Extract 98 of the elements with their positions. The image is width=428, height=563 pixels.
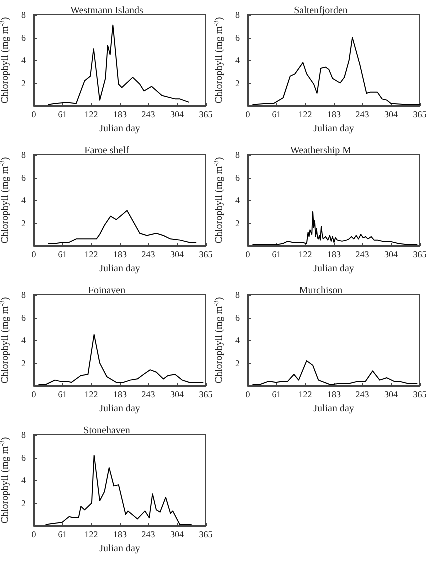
y-tick-label: 4 (22, 336, 26, 346)
x-axis-title: Julian day (100, 543, 140, 554)
y-tick-label: 2 (22, 78, 26, 88)
y-tick-label: 4 (22, 56, 26, 66)
x-tick-label: 61 (272, 250, 282, 260)
x-tick-label: 61 (272, 390, 282, 400)
x-tick-label: 183 (113, 250, 128, 260)
y-tick-label: 4 (236, 336, 240, 346)
x-tick-label: 243 (356, 110, 370, 120)
chart-title: Stonehaven (84, 426, 130, 436)
x-tick-label: 243 (142, 110, 156, 120)
x-tick-label: 304 (384, 110, 399, 120)
x-tick-label: 0 (32, 250, 37, 260)
y-tick-label: 2 (236, 78, 240, 88)
y-tick-label: 6 (22, 452, 26, 463)
chart-title: Faroe shelf (84, 146, 130, 156)
x-tick-label: 365 (413, 390, 428, 400)
x-tick-label: 365 (199, 110, 214, 120)
chart-title: Murchison (299, 286, 343, 296)
x-tick-label: 304 (170, 250, 185, 260)
x-tick-label: 304 (384, 390, 399, 400)
y-tick-label: 6 (22, 172, 26, 183)
x-tick-label: 183 (327, 250, 342, 260)
chart-title: Weathership M (290, 146, 352, 156)
y-tick-label: 2 (236, 218, 240, 228)
y-tick-label: 4 (236, 56, 240, 66)
y-tick-label: 8 (236, 10, 240, 20)
y-tick-label: 6 (236, 312, 240, 323)
x-tick-label: 183 (113, 390, 128, 400)
x-axis-title: Julian day (100, 123, 140, 134)
x-tick-label: 61 (272, 110, 282, 120)
x-axis-title: Julian day (100, 263, 140, 274)
x-tick-label: 243 (142, 250, 156, 260)
y-tick-label: 8 (22, 10, 26, 20)
x-tick-label: 183 (113, 530, 128, 540)
x-tick-label: 243 (142, 530, 156, 540)
x-tick-label: 365 (199, 530, 214, 540)
x-tick-label: 183 (327, 390, 342, 400)
x-tick-label: 243 (356, 250, 370, 260)
y-tick-label: 2 (22, 498, 26, 508)
x-tick-label: 61 (58, 110, 68, 120)
y-tick-label: 6 (22, 32, 26, 43)
x-tick-label: 61 (58, 390, 68, 400)
y-tick-label: 8 (22, 290, 26, 300)
chart-title: Foinaven (88, 286, 126, 296)
x-tick-label: 365 (413, 110, 428, 120)
y-tick-label: 6 (22, 312, 26, 323)
x-tick-label: 243 (356, 390, 370, 400)
y-tick-label: 8 (236, 150, 240, 160)
y-tick-label: 2 (22, 358, 26, 368)
line-series (45, 454, 192, 526)
chart-title: Westmann Islands (70, 6, 144, 16)
x-tick-label: 365 (413, 250, 428, 260)
x-tick-label: 304 (170, 530, 185, 540)
y-tick-label: 6 (236, 32, 240, 43)
line-series (48, 210, 198, 244)
x-tick-label: 0 (32, 390, 37, 400)
x-tick-label: 122 (298, 390, 312, 400)
x-tick-label: 183 (327, 110, 342, 120)
y-tick-label: 4 (22, 196, 26, 206)
y-tick-label: 4 (236, 196, 240, 206)
x-tick-label: 0 (32, 110, 37, 120)
x-tick-label: 122 (84, 390, 98, 400)
x-tick-label: 122 (298, 110, 312, 120)
x-tick-label: 122 (84, 250, 98, 260)
line-series (252, 360, 418, 386)
line-series (38, 334, 204, 386)
line-series (252, 211, 418, 246)
x-tick-label: 183 (113, 110, 128, 120)
y-tick-label: 8 (22, 430, 26, 440)
line-series (252, 37, 420, 106)
x-tick-label: 304 (384, 250, 399, 260)
y-tick-label: 2 (22, 218, 26, 228)
x-tick-label: 122 (84, 530, 98, 540)
x-axis-title: Julian day (314, 403, 354, 414)
y-tick-label: 6 (236, 172, 240, 183)
x-tick-label: 0 (246, 110, 251, 120)
x-tick-label: 61 (58, 530, 68, 540)
chart-title: Saltenfjorden (294, 6, 348, 16)
y-tick-label: 4 (22, 476, 26, 486)
y-tick-label: 8 (22, 150, 26, 160)
x-axis-title: Julian day (314, 123, 354, 134)
x-tick-label: 0 (32, 530, 37, 540)
x-tick-label: 0 (246, 390, 251, 400)
x-tick-label: 243 (142, 390, 156, 400)
x-tick-label: 304 (170, 390, 185, 400)
x-tick-label: 61 (58, 250, 68, 260)
x-tick-label: 122 (298, 250, 312, 260)
x-tick-label: 365 (199, 250, 214, 260)
x-tick-label: 304 (170, 110, 185, 120)
y-tick-label: 2 (236, 358, 240, 368)
x-tick-label: 122 (84, 110, 98, 120)
line-series (48, 24, 190, 106)
x-tick-label: 365 (199, 390, 214, 400)
x-axis-title: Julian day (100, 403, 140, 414)
x-tick-label: 0 (246, 250, 251, 260)
y-tick-label: 8 (236, 290, 240, 300)
x-axis-title: Julian day (314, 263, 354, 274)
